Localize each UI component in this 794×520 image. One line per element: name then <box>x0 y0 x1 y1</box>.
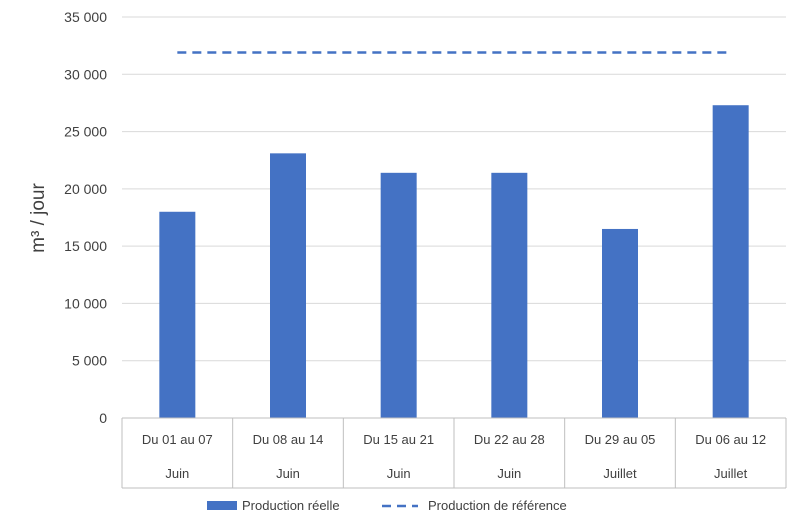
y-tick-label: 30 000 <box>64 66 107 82</box>
x-tick-label-period: Du 22 au 28 <box>474 432 545 447</box>
legend: Production réelle Production de référence <box>207 498 567 513</box>
legend-label: Production de référence <box>428 498 567 513</box>
bar <box>712 105 749 418</box>
x-tick-label-month: Juin <box>387 466 411 481</box>
y-tick-label: 10 000 <box>64 295 107 311</box>
y-tick-label: 0 <box>99 410 107 426</box>
bar <box>380 172 417 418</box>
bar <box>159 211 196 418</box>
legend-swatch-bar <box>207 501 237 510</box>
y-axis-tick-labels: 0 5 000 10 000 15 000 20 000 25 000 30 000 35 0… <box>64 9 107 426</box>
x-tick-label-period: Du 01 au 07 <box>142 432 213 447</box>
bars <box>159 105 749 418</box>
x-axis-table: Du 01 au 07 Juin Du 08 au 14 Juin Du 15 au 2… <box>121 417 787 489</box>
y-tick-label: 5 000 <box>72 353 107 369</box>
x-tick-label-period: Du 08 au 14 <box>253 432 324 447</box>
x-tick-label-month: Juin <box>276 466 300 481</box>
y-tick-label: 35 000 <box>64 9 107 25</box>
legend-label: Production réelle <box>242 498 340 513</box>
y-tick-label: 20 000 <box>64 181 107 197</box>
x-tick-label-period: Du 06 au 12 <box>695 432 766 447</box>
y-tick-label: 25 000 <box>64 124 107 140</box>
x-tick-label-period: Du 15 au 21 <box>363 432 434 447</box>
y-axis-label: m³ / jour <box>28 182 49 252</box>
y-tick-label: 15 000 <box>64 238 107 254</box>
x-tick-label-month: Juillet <box>714 466 748 481</box>
x-tick-label-month: Juillet <box>603 466 637 481</box>
x-tick-label-month: Juin <box>497 466 521 481</box>
bar <box>491 172 528 418</box>
bar <box>270 153 306 418</box>
x-tick-label-period: Du 29 au 05 <box>585 432 656 447</box>
x-tick-label-month: Juin <box>165 466 189 481</box>
bar <box>602 228 638 418</box>
gridlines <box>122 16 786 362</box>
